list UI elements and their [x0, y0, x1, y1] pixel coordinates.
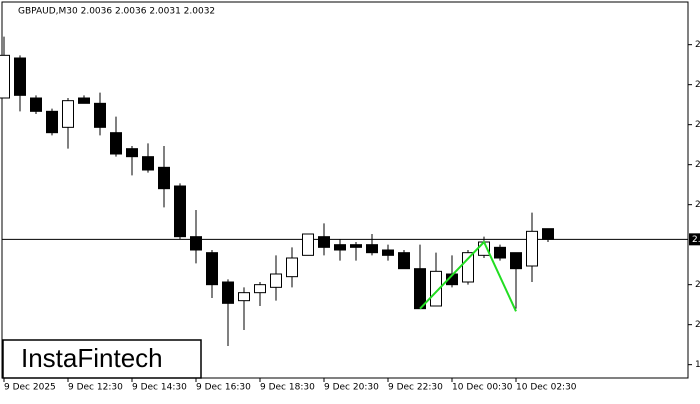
candle-body — [94, 102, 106, 128]
y-tick-label: 2.0015 — [695, 280, 700, 290]
x-tick-label: 10 Dec 00:30 — [452, 383, 513, 393]
y-tick-label: 1.9985 — [695, 360, 700, 370]
x-tick-label: 9 Dec 16:30 — [196, 383, 251, 393]
x-tick-label: 9 Dec 2025 — [4, 383, 56, 393]
candle-body — [14, 57, 26, 96]
candle-body — [254, 284, 266, 294]
watermark-box — [2, 339, 202, 379]
candle-body — [334, 244, 346, 251]
candle-body — [206, 252, 218, 286]
candle-body — [494, 246, 506, 259]
x-tick-label: 9 Dec 12:30 — [68, 383, 123, 393]
candle-body — [302, 233, 314, 256]
candle-body — [126, 148, 138, 158]
candle-body — [270, 273, 282, 288]
plot-frame — [1, 1, 689, 379]
candle-body — [414, 268, 426, 310]
pattern-line — [419, 240, 517, 312]
candle-body — [46, 110, 58, 134]
watermark: InstaFintech — [21, 343, 163, 373]
candle-body — [462, 252, 474, 283]
x-tick-label: 9 Dec 22:30 — [388, 383, 443, 393]
candle-body — [190, 236, 202, 251]
x-tick-label: 9 Dec 14:30 — [132, 383, 187, 393]
x-tick-label: 9 Dec 20:30 — [324, 383, 379, 393]
candle-body — [398, 252, 410, 270]
y-tick-label: 2.0075 — [695, 120, 700, 130]
candle-body — [174, 185, 186, 238]
y-tick-label: 2.0060 — [695, 160, 700, 170]
y-tick-label: 2.0045 — [695, 200, 700, 210]
y-tick-label: 2.0090 — [695, 80, 700, 90]
y-tick-label: 2.0000 — [695, 320, 700, 330]
current-price-box — [689, 233, 700, 246]
candle-body — [78, 97, 90, 104]
candle-body — [382, 249, 394, 256]
candle-body — [430, 270, 442, 307]
x-tick-label: 10 Dec 02:30 — [516, 383, 577, 393]
candle-body — [350, 244, 362, 248]
candle-body — [142, 156, 154, 171]
candle-body — [238, 292, 250, 302]
candle-body — [318, 236, 330, 248]
x-tick-label: 9 Dec 18:30 — [260, 383, 315, 393]
candle-body — [30, 97, 42, 112]
candle-body — [526, 230, 538, 267]
current-price-label: 2.0032 — [692, 235, 700, 245]
candle-body — [286, 257, 298, 278]
candle-body — [510, 252, 522, 270]
candle-body — [0, 54, 10, 99]
y-tick-label: 2.0105 — [695, 40, 700, 50]
candle-body — [366, 244, 378, 254]
candle-body — [158, 166, 170, 190]
candle-body — [222, 281, 234, 304]
candle-body — [110, 132, 122, 155]
candle-body — [542, 228, 554, 240]
candle-body — [62, 100, 74, 128]
chart-title: GBPAUD,M30 2.0036 2.0036 2.0031 2.0032 — [18, 7, 215, 17]
